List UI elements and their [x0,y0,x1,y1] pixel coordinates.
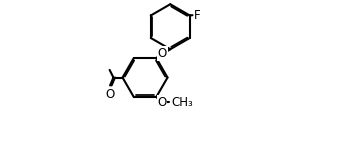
Text: O: O [157,96,166,109]
Text: O: O [106,88,115,101]
Text: F: F [194,9,201,22]
Text: O: O [158,47,167,60]
Text: CH₃: CH₃ [172,96,194,109]
